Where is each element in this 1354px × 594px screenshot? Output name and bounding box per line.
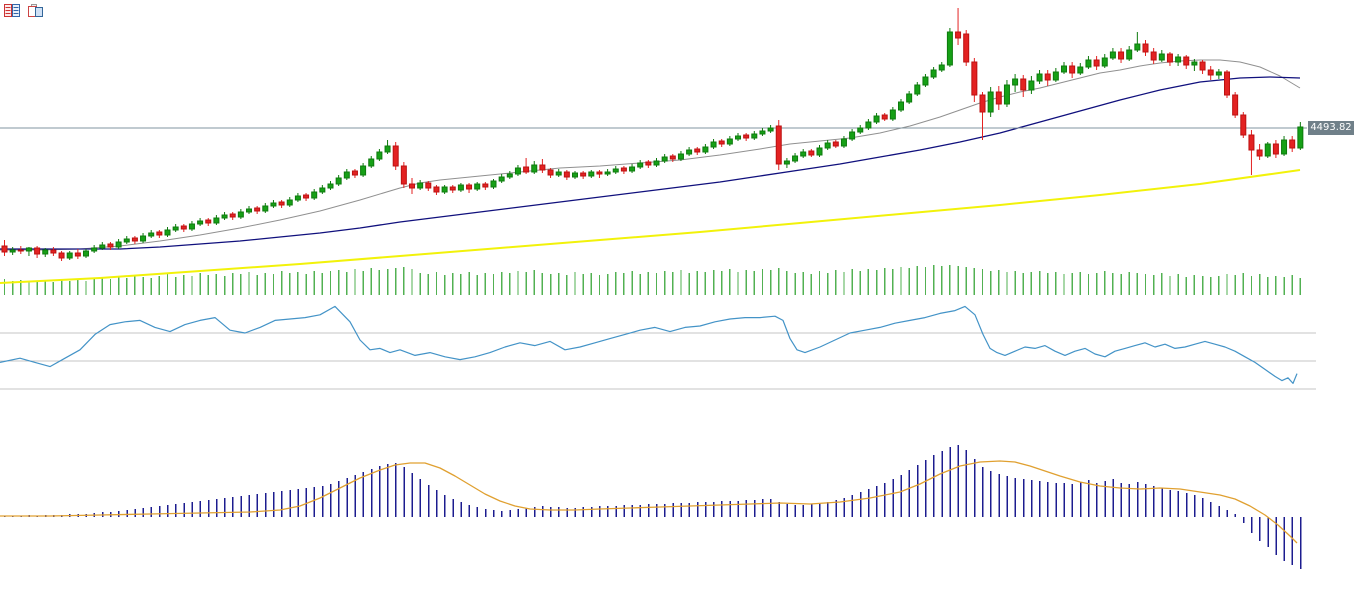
moving-averages xyxy=(0,59,1301,284)
table-icon-glyph xyxy=(4,4,20,17)
oscillator-line xyxy=(0,305,1298,384)
table-icon[interactable] xyxy=(4,3,21,18)
price-label: 4493.82 xyxy=(1308,121,1354,135)
clipboard-chart-icon[interactable] xyxy=(27,3,44,18)
macd-signal-line xyxy=(0,460,1298,544)
volume-bars xyxy=(3,265,1302,295)
candlestick-series xyxy=(1,8,1304,261)
oscillator-gridlines xyxy=(0,332,1316,390)
toolbar xyxy=(4,3,44,18)
clipboard-chart-icon-glyph xyxy=(28,4,43,17)
